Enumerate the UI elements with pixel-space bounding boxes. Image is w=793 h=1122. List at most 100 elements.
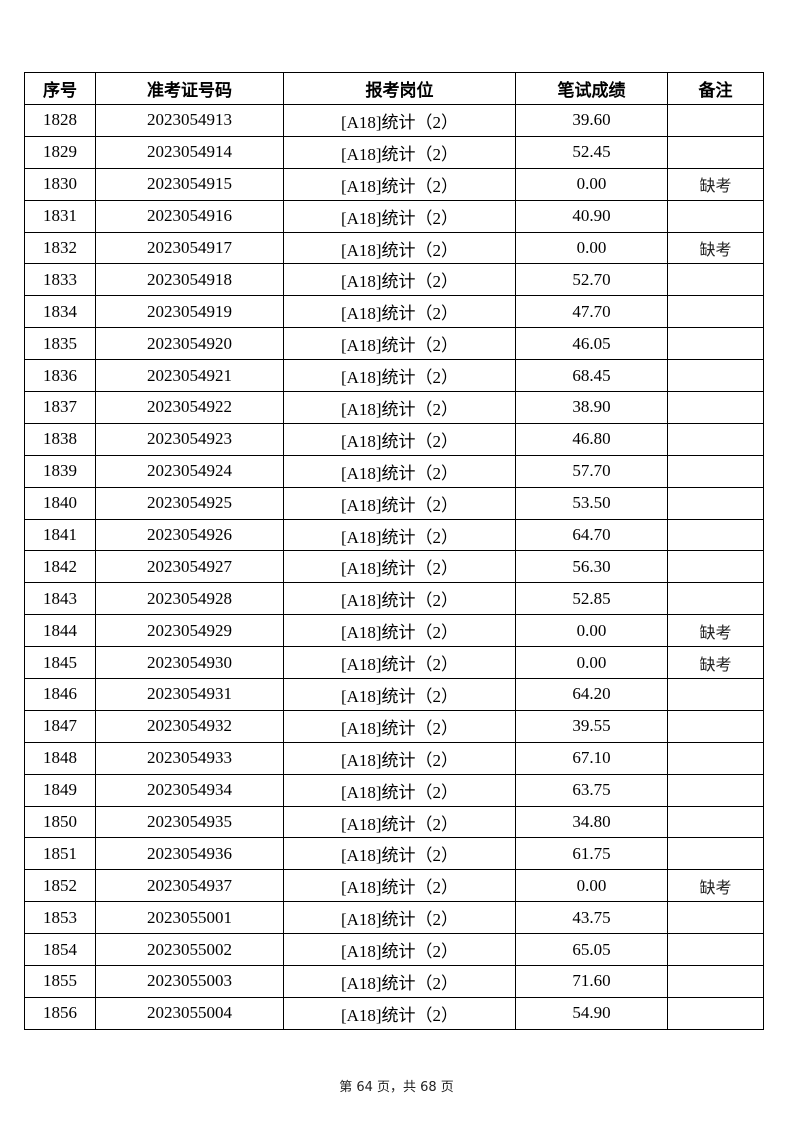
cell-ticket: 2023054925	[95, 486, 284, 520]
cell-score: 64.70	[515, 518, 668, 552]
cell-seq: 1834	[24, 295, 96, 329]
cell-position: [A18]统计（2）	[283, 550, 516, 584]
cell-score: 0.00	[515, 167, 668, 201]
cell-note	[667, 295, 764, 329]
table-row: 1836 2023054921 [A18]统计（2） 68.45	[24, 359, 764, 393]
cell-position: [A18]统计（2）	[283, 327, 516, 361]
cell-score: 47.70	[515, 295, 668, 329]
cell-ticket: 2023055003	[95, 965, 284, 998]
cell-score: 39.55	[515, 709, 668, 743]
cell-position: [A18]统计（2）	[283, 231, 516, 265]
cell-seq: 1840	[24, 486, 96, 520]
header-note: 备注	[667, 72, 764, 105]
cell-note	[667, 805, 764, 839]
table-body: 1828 2023054913 [A18]统计（2） 39.60 1829 2023054…	[24, 104, 764, 1030]
cell-position: [A18]统计（2）	[283, 646, 516, 680]
cell-position: [A18]统计（2）	[283, 709, 516, 743]
table-row: 1837 2023054922 [A18]统计（2） 38.90	[24, 391, 764, 424]
cell-ticket: 2023054924	[95, 454, 284, 488]
cell-ticket: 2023054926	[95, 518, 284, 552]
cell-position: [A18]统计（2）	[283, 773, 516, 807]
cell-ticket: 2023054933	[95, 741, 284, 775]
cell-note	[667, 359, 764, 393]
cell-seq: 1853	[24, 901, 96, 935]
table-row: 1850 2023054935 [A18]统计（2） 34.80	[24, 805, 764, 839]
cell-ticket: 2023054928	[95, 582, 284, 616]
cell-seq: 1844	[24, 614, 96, 648]
cell-position: [A18]统计（2）	[283, 263, 516, 297]
cell-score: 52.85	[515, 582, 668, 616]
cell-ticket: 2023055002	[95, 933, 284, 967]
cell-position: [A18]统计（2）	[283, 359, 516, 393]
cell-ticket: 2023054927	[95, 550, 284, 584]
cell-note	[667, 486, 764, 520]
cell-ticket: 2023054920	[95, 327, 284, 361]
cell-ticket: 2023054936	[95, 837, 284, 871]
cell-position: [A18]统计（2）	[283, 199, 516, 233]
cell-score: 53.50	[515, 486, 668, 520]
cell-seq: 1846	[24, 678, 96, 711]
cell-seq: 1852	[24, 869, 96, 903]
cell-score: 43.75	[515, 901, 668, 935]
cell-ticket: 2023054931	[95, 678, 284, 711]
cell-score: 54.90	[515, 996, 668, 1030]
cell-position: [A18]统计（2）	[283, 454, 516, 488]
cell-position: [A18]统计（2）	[283, 965, 516, 998]
table-row: 1852 2023054937 [A18]统计（2） 0.00 缺考	[24, 869, 764, 903]
cell-note	[667, 837, 764, 871]
cell-score: 0.00	[515, 869, 668, 903]
header-row: 序号 准考证号码 报考岗位 笔试成绩 备注	[24, 72, 764, 105]
cell-ticket: 2023054914	[95, 135, 284, 169]
cell-note	[667, 104, 764, 137]
cell-position: [A18]统计（2）	[283, 837, 516, 871]
cell-position: [A18]统计（2）	[283, 486, 516, 520]
cell-ticket: 2023054930	[95, 646, 284, 680]
cell-note	[667, 901, 764, 935]
cell-ticket: 2023054918	[95, 263, 284, 297]
cell-score: 0.00	[515, 614, 668, 648]
table-row: 1845 2023054930 [A18]统计（2） 0.00 缺考	[24, 646, 764, 680]
cell-seq: 1835	[24, 327, 96, 361]
cell-ticket: 2023054937	[95, 869, 284, 903]
cell-note	[667, 582, 764, 616]
table-row: 1847 2023054932 [A18]统计（2） 39.55	[24, 709, 764, 743]
cell-score: 0.00	[515, 646, 668, 680]
table-row: 1834 2023054919 [A18]统计（2） 47.70	[24, 295, 764, 329]
cell-seq: 1855	[24, 965, 96, 998]
cell-seq: 1856	[24, 996, 96, 1030]
table-row: 1839 2023054924 [A18]统计（2） 57.70	[24, 454, 764, 488]
cell-score: 40.90	[515, 199, 668, 233]
cell-score: 38.90	[515, 391, 668, 424]
cell-seq: 1847	[24, 709, 96, 743]
cell-seq: 1829	[24, 135, 96, 169]
cell-note	[667, 135, 764, 169]
cell-seq: 1841	[24, 518, 96, 552]
cell-seq: 1830	[24, 167, 96, 201]
cell-position: [A18]统计（2）	[283, 933, 516, 967]
header-seq: 序号	[24, 72, 96, 105]
cell-position: [A18]统计（2）	[283, 869, 516, 903]
header-ticket: 准考证号码	[95, 72, 284, 105]
cell-note	[667, 199, 764, 233]
table-row: 1844 2023054929 [A18]统计（2） 0.00 缺考	[24, 614, 764, 648]
cell-seq: 1832	[24, 231, 96, 265]
table-row: 1841 2023054926 [A18]统计（2） 64.70	[24, 518, 764, 552]
cell-ticket: 2023054922	[95, 391, 284, 424]
cell-seq: 1843	[24, 582, 96, 616]
cell-seq: 1828	[24, 104, 96, 137]
cell-score: 63.75	[515, 773, 668, 807]
cell-position: [A18]统计（2）	[283, 422, 516, 456]
cell-score: 57.70	[515, 454, 668, 488]
cell-ticket: 2023054932	[95, 709, 284, 743]
cell-position: [A18]统计（2）	[283, 391, 516, 424]
table-row: 1832 2023054917 [A18]统计（2） 0.00 缺考	[24, 231, 764, 265]
cell-ticket: 2023054935	[95, 805, 284, 839]
cell-score: 65.05	[515, 933, 668, 967]
cell-ticket: 2023054913	[95, 104, 284, 137]
cell-seq: 1849	[24, 773, 96, 807]
page-footer: 第 64 页，共 68 页	[339, 1080, 454, 1095]
cell-note	[667, 518, 764, 552]
table-row: 1829 2023054914 [A18]统计（2） 52.45	[24, 135, 764, 169]
cell-seq: 1837	[24, 391, 96, 424]
table-row: 1840 2023054925 [A18]统计（2） 53.50	[24, 486, 764, 520]
